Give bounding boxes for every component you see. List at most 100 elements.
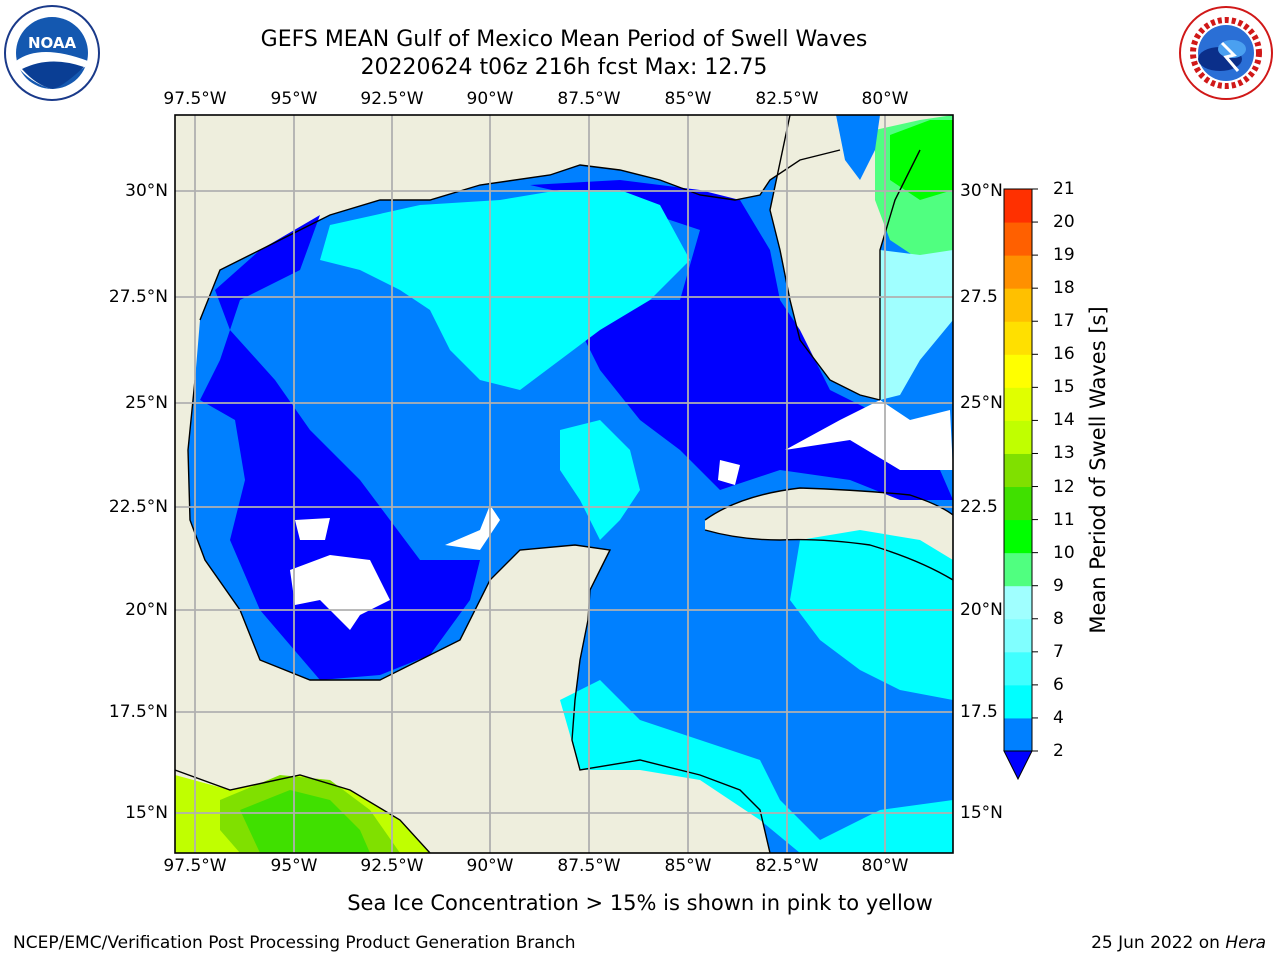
lon-tick-top: 87.5°W	[557, 89, 621, 109]
lat-tick-left: 20°N	[125, 600, 168, 620]
footer-date-text: 25 Jun 2022 on	[1091, 933, 1226, 953]
colorbar-tick-label: 17	[1053, 311, 1075, 332]
field-dkgreen-pacific	[240, 790, 370, 853]
lon-tick-bottom: 97.5°W	[163, 856, 227, 876]
sea-ice-note: Sea Ice Concentration > 15% is shown in …	[347, 891, 933, 915]
colorbar-tick-label: 15	[1053, 377, 1075, 398]
colorbar-tick-label: 7	[1053, 641, 1064, 662]
colorbar-tick-label: 21	[1053, 179, 1075, 199]
colorbar-label: Mean Period of Swell Waves [s]	[1086, 306, 1110, 634]
lon-tick-bottom: 80°W	[861, 856, 909, 876]
colorbar-frame	[1003, 188, 1033, 752]
footer-credit: NCEP/EMC/Verification Post Processing Pr…	[13, 933, 576, 953]
nodata-patch-bay-of-campeche	[290, 555, 390, 630]
colorbar-segment	[1004, 651, 1032, 686]
lat-tick-left: 22.5°N	[108, 497, 168, 517]
field-cyan-center	[560, 420, 640, 540]
colorbar-tick-label: 11	[1053, 509, 1075, 530]
colorbar-tick-label: 19	[1053, 245, 1075, 266]
colorbar-tick-label: 14	[1053, 410, 1075, 431]
lat-tick-left: 25°N	[125, 393, 168, 413]
field-cyan-north	[320, 190, 690, 390]
lon-tick-bottom: 82.5°W	[755, 856, 819, 876]
noaa-logo: NOAA	[4, 5, 100, 101]
colorbar-segment	[1004, 552, 1032, 587]
coastline-pacific	[175, 769, 431, 853]
colorbar-segment	[1004, 618, 1032, 653]
coastline-florida-east	[879, 149, 921, 400]
field-blue-atlantic	[836, 115, 880, 180]
coastline-cuba	[704, 487, 953, 581]
colorbar-under-triangle	[1003, 750, 1033, 781]
coastline-gulf	[187, 115, 881, 853]
colorbar-tick-label: 4	[1053, 707, 1064, 728]
lon-tick-top: 82.5°W	[755, 89, 819, 109]
field-cyan-caribbean	[790, 530, 953, 700]
colorbar-tick-label: 10	[1053, 542, 1075, 563]
lat-tick-right: 22.5	[960, 497, 998, 517]
colorbar	[1003, 188, 1038, 781]
lat-tick-left: 15°N	[125, 803, 168, 823]
colorbar-tick-label: 18	[1053, 278, 1075, 299]
footer-machine: Hera	[1225, 933, 1266, 953]
lon-tick-top: 92.5°W	[360, 89, 424, 109]
colorbar-segment	[1004, 222, 1032, 256]
footer-date: 25 Jun 2022 on Hera	[1091, 933, 1266, 953]
lon-tick-top: 97.5°W	[163, 89, 227, 109]
lon-tick-bottom: 85°W	[664, 856, 712, 876]
colorbar-segment	[1004, 453, 1032, 488]
land-cuba	[705, 488, 953, 580]
colorbar-segment	[1004, 255, 1032, 289]
lon-tick-top: 90°W	[466, 89, 514, 109]
map-gridlines	[175, 115, 953, 853]
nodata-patch-center	[445, 505, 500, 550]
lon-tick-bottom: 87.5°W	[557, 856, 621, 876]
colorbar-tick-label: 16	[1053, 344, 1075, 365]
nodata-patch-gulf	[295, 518, 330, 540]
lat-tick-right: 25°N	[960, 393, 1003, 413]
field-deep-blue-west	[200, 215, 480, 680]
lat-tick-left: 27.5°N	[108, 287, 168, 307]
colorbar-tick-label: 20	[1053, 212, 1075, 233]
lon-tick-bottom: 95°W	[270, 856, 318, 876]
lat-tick-right: 30°N	[960, 181, 1003, 201]
colorbar-segment	[1004, 717, 1032, 752]
chart-title: GEFS MEAN Gulf of Mexico Mean Period of …	[260, 27, 868, 52]
colorbar-segment	[1004, 321, 1032, 355]
lon-tick-bottom: 90°W	[466, 856, 514, 876]
land-north-america	[175, 115, 840, 853]
colorbar-tick-label: 13	[1053, 443, 1075, 464]
colorbar-segment	[1004, 354, 1032, 388]
colorbar-tick-label: 8	[1053, 608, 1064, 629]
lat-tick-right: 17.5	[960, 702, 998, 722]
nodata-patch-yucatan	[718, 460, 740, 485]
colorbar-tick-label: 9	[1053, 575, 1064, 596]
lat-tick-right: 15°N	[960, 803, 1003, 823]
colorbar-segment	[1004, 684, 1032, 719]
field-cyan-south	[560, 680, 953, 853]
lon-tick-top: 80°W	[861, 89, 909, 109]
lat-tick-left: 17.5°N	[108, 702, 168, 722]
colorbar-segment	[1004, 189, 1032, 223]
lon-tick-top: 85°W	[664, 89, 712, 109]
chart-subtitle: 20220624 t06z 216h fcst Max: 12.75	[360, 55, 768, 80]
noaa-logo-text: NOAA	[28, 34, 77, 52]
colorbar-segment	[1004, 486, 1032, 521]
colorbar-segment	[1004, 387, 1032, 421]
lat-tick-left: 30°N	[125, 181, 168, 201]
lat-tick-right: 27.5	[960, 287, 998, 307]
lon-tick-bottom: 92.5°W	[360, 856, 424, 876]
colorbar-tick-label: 12	[1053, 476, 1075, 497]
colorbar-segment	[1004, 420, 1032, 454]
nodata-patch-keys	[785, 400, 953, 470]
land-florida	[770, 115, 953, 400]
colorbar-segment	[1004, 585, 1032, 620]
colorbar-tick-label: 6	[1053, 674, 1064, 695]
colorbar-tick-label: 2	[1053, 741, 1064, 761]
colorbar-segment	[1004, 288, 1032, 322]
field-lightcyan-atlantic	[880, 250, 953, 400]
lat-tick-right: 20°N	[960, 600, 1003, 620]
nws-logo	[1179, 6, 1273, 100]
map-frame	[174, 114, 954, 854]
